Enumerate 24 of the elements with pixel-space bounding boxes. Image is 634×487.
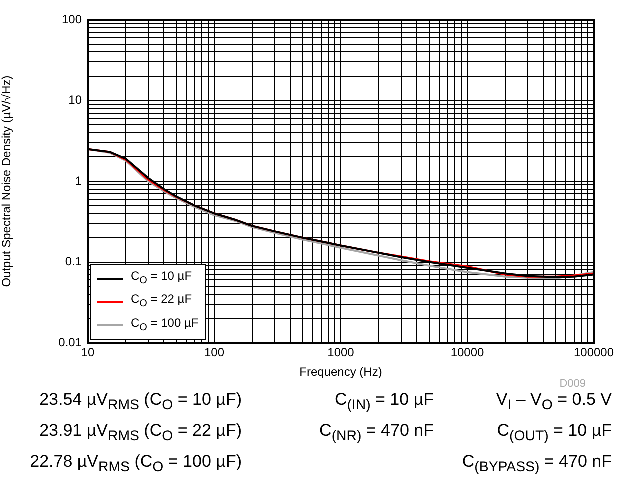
x-axis-title: Frequency (Hz) xyxy=(300,365,382,380)
text: D009 xyxy=(560,378,586,390)
y-tick-label: 10 xyxy=(68,93,82,108)
x-tick-label: 100000 xyxy=(574,346,614,360)
text: C$_{(OUT)}$ = 10 µF xyxy=(497,421,612,444)
legend-label: C$_{O}$ = 22 µF xyxy=(131,291,192,312)
y-axis-title: Output Spectral Noise Density (µV/√Hz) xyxy=(0,76,14,288)
text: 23.91 µV$_{RMS}$ (C$_{O}$ = 22 µF) xyxy=(40,421,242,444)
text: 22.78 µV$_{RMS}$ (C$_{O}$ = 100 µF) xyxy=(30,452,242,476)
y-tick-label: 0.01 xyxy=(58,335,82,350)
y-tick-label: 0.1 xyxy=(65,254,82,269)
y-tick-label: 100 xyxy=(62,12,82,26)
x-tick-label: 10 xyxy=(81,346,95,360)
x-tick-label: 100 xyxy=(204,346,225,360)
legend-label: C$_{O}$ = 10 µF xyxy=(131,268,192,288)
text: C$_{(IN)}$ = 10 µF xyxy=(334,390,434,414)
text: C$_{(BYPASS)}$ = 470 nF xyxy=(462,452,612,476)
x-tick-label: 10000 xyxy=(450,346,485,360)
text: C$_{(NR)}$ = 470 nF xyxy=(320,421,434,444)
text: V$_{I}$ – V$_{O}$ = 0.5 V xyxy=(496,390,612,414)
x-tick-label: 1000 xyxy=(328,346,355,360)
y-tick-label: 1 xyxy=(75,174,82,188)
legend-label: C$_{O}$ = 100 µF xyxy=(131,314,199,336)
text: 23.54 µV$_{RMS}$ (C$_{O}$ = 10 µF) xyxy=(40,390,242,414)
